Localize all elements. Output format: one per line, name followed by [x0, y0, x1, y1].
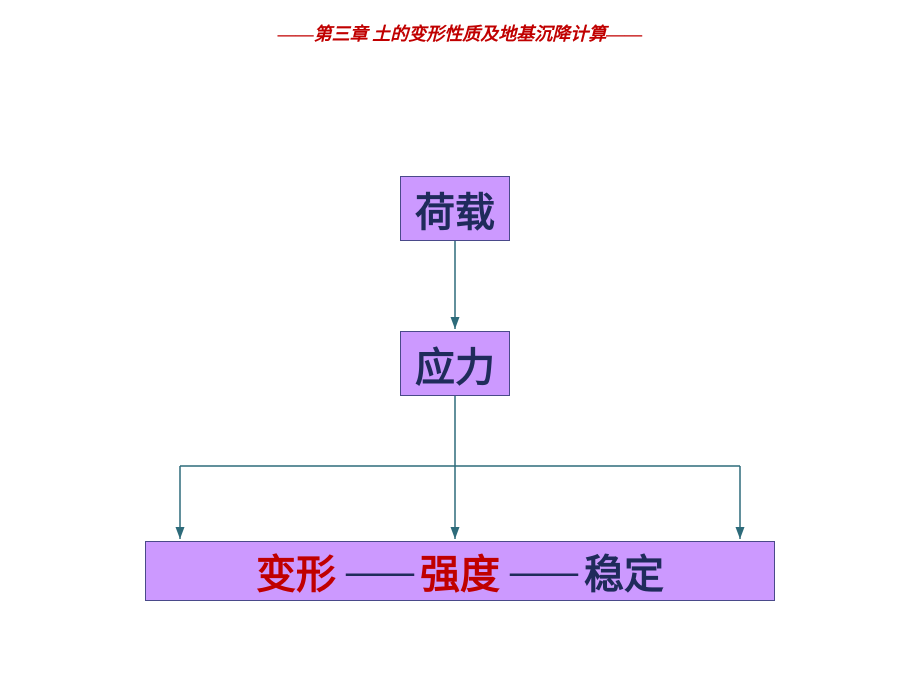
- node-bottom-row: 变形 —— 强度 —— 稳定: [145, 541, 775, 601]
- flowchart-diagram: 荷载 应力 变形 —— 强度 —— 稳定: [0, 46, 920, 666]
- bottom-item-strength: 强度: [420, 542, 500, 600]
- bottom-row-content: 变形 —— 强度 —— 稳定: [256, 542, 664, 600]
- chapter-title: ——第三章 土的变形性质及地基沉降计算——: [278, 24, 643, 44]
- page-header: ——第三章 土的变形性质及地基沉降计算——: [0, 0, 920, 46]
- separator-2: ——: [510, 550, 574, 592]
- separator-1: ——: [346, 550, 410, 592]
- bottom-item-deformation: 变形: [256, 542, 336, 600]
- bottom-item-stability: 稳定: [584, 542, 664, 600]
